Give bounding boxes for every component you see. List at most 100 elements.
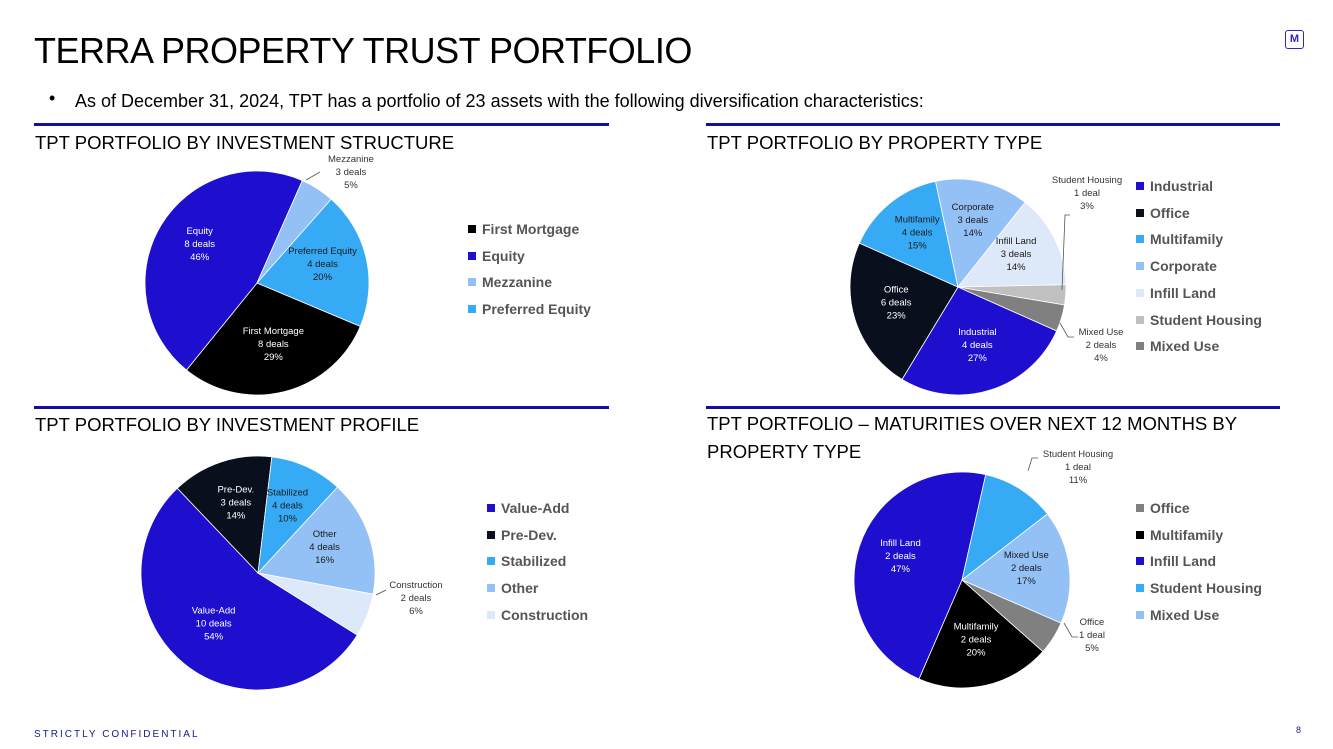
legend-swatch-icon	[468, 225, 476, 233]
data-label-multifamily-pct-label: 15%	[908, 241, 928, 252]
data-label-office-name: Office	[1080, 617, 1105, 628]
section-rule-structure	[34, 123, 609, 126]
legend-label: Infill Land	[1150, 553, 1217, 570]
legend-item-multifamily: Multifamily	[1136, 231, 1223, 247]
legend-swatch-icon	[1136, 182, 1144, 190]
data-label-stabilized-pct-label: 10%	[278, 513, 298, 524]
data-label-mezzanine-name: Mezzanine	[328, 154, 374, 165]
bullet-icon: •	[49, 88, 56, 108]
data-label-multifamily-pct-label: 20%	[967, 647, 987, 658]
legend-item-stabilized: Stabilized	[487, 553, 566, 569]
data-label-corporate-name: Corporate	[952, 202, 994, 213]
data-label-office-pct-label: 5%	[1085, 643, 1099, 654]
data-label-other-deals: 4 deals	[309, 542, 340, 553]
data-label-mixed-use-pct-label: 17%	[1017, 576, 1037, 587]
data-label-stabilized-name: Stabilized	[267, 487, 308, 498]
section-title-maturities: TPT PORTFOLIO – MATURITIES OVER NEXT 12 …	[707, 413, 1237, 462]
data-label-pre-dev-name: Pre-Dev.	[217, 484, 254, 495]
data-label-value-add-deals: 10 deals	[196, 618, 232, 629]
data-label-equity-deals: 8 deals	[184, 239, 215, 250]
legend-swatch-icon	[1136, 288, 1144, 297]
pie-slice-infill-land	[853, 471, 987, 680]
data-label-infill-land-pct-label: 14%	[1007, 262, 1027, 273]
pie-slice-office	[849, 242, 959, 380]
pie-slice-equity	[144, 170, 303, 371]
legend-item-mezzanine: Mezzanine	[468, 274, 552, 290]
legend-label: Stabilized	[501, 553, 567, 570]
legend-label: Corporate	[1150, 258, 1217, 275]
data-label-mixed-use-pct-label: 4%	[1094, 353, 1108, 364]
data-label-mixed-use-name: Mixed Use	[1004, 550, 1049, 561]
legend-swatch-icon	[468, 251, 476, 260]
legend-item-office: Office	[1136, 205, 1190, 221]
data-label-first-mortgage-deals: 8 deals	[258, 339, 289, 350]
legend-item-industrial: Industrial	[1136, 178, 1213, 194]
confidential-footer: STRICTLY CONFIDENTIAL	[34, 729, 200, 740]
data-label-industrial-deals: 4 deals	[962, 340, 993, 351]
legend-item-first-mortgage: First Mortgage	[468, 221, 579, 237]
legend-label: Mezzanine	[482, 274, 553, 291]
data-label-mixed-use-name: Mixed Use	[1079, 327, 1124, 338]
leader-line-student-housing	[1027, 457, 1038, 472]
bullet-text: As of December 31, 2024, TPT has a portf…	[75, 91, 924, 111]
data-label-preferred-equity-deals: 4 deals	[307, 259, 338, 270]
pie-chart-investment-profile: Value-Add 10 deals 54% Pre-Dev. 3 deals 14% St…	[140, 455, 443, 691]
legend-item-pre-dev: Pre-Dev.	[487, 527, 557, 543]
legend-swatch-icon	[1136, 208, 1144, 217]
pie-slice-preferred-equity	[256, 198, 370, 327]
legend-item-student-housing: Student Housing	[1136, 312, 1262, 328]
section-title-profile: TPT PORTFOLIO BY INVESTMENT PROFILE	[35, 414, 420, 435]
leader-line-mezzanine	[305, 171, 321, 181]
data-label-pre-dev-deals: 3 deals	[221, 497, 252, 508]
data-label-value-add-name: Value-Add	[192, 605, 236, 616]
legend-item-preferred-equity: Preferred Equity	[468, 301, 591, 317]
legend-item-multifamily: Multifamily	[1136, 527, 1223, 543]
legend-swatch-icon	[1136, 504, 1144, 512]
data-label-office-name: Office	[884, 284, 909, 295]
legend-label: Construction	[501, 606, 589, 623]
data-label-office-pct-label: 23%	[887, 310, 907, 321]
legend-label: Mixed Use	[1150, 338, 1220, 355]
data-label-student-housing-deals: 1 deal	[1074, 188, 1100, 199]
data-label-infill-land-name: Infill Land	[996, 236, 1037, 247]
legend-label: Other	[501, 580, 539, 597]
pie-slice-other	[257, 486, 376, 595]
data-label-infill-land-deals: 2 deals	[885, 551, 916, 562]
section-title-structure: TPT PORTFOLIO BY INVESTMENT STRUCTURE	[35, 132, 455, 153]
legend-label: Preferred Equity	[482, 301, 591, 318]
legend-swatch-icon	[487, 557, 495, 566]
legend-label: Infill Land	[1150, 284, 1217, 301]
data-label-construction-pct-label: 6%	[409, 606, 423, 617]
legend-swatch-icon	[1136, 557, 1144, 566]
data-label-industrial-pct-label: 27%	[968, 353, 988, 364]
pie-slice-pre-dev	[176, 455, 273, 574]
data-label-office-deals: 1 deal	[1079, 630, 1105, 641]
legend-label: Pre-Dev.	[501, 526, 557, 543]
logo-icon: M	[1285, 30, 1304, 49]
pie-slice-stabilized	[257, 456, 339, 575]
legend-swatch-icon	[487, 530, 495, 539]
data-label-pre-dev-pct-label: 14%	[226, 510, 246, 521]
legend-swatch-icon	[487, 584, 495, 593]
data-label-mixed-use-deals: 2 deals	[1086, 340, 1117, 351]
leader-line-mixed-use	[1059, 322, 1074, 338]
data-label-student-housing-pct-label: 11%	[1069, 475, 1088, 486]
data-label-student-housing-name: Student Housing	[1043, 449, 1113, 460]
pie-slice-infill-land	[957, 201, 1067, 288]
data-label-multifamily-name: Multifamily	[954, 621, 999, 632]
legend-label: Student Housing	[1150, 580, 1262, 597]
legend-label: First Mortgage	[482, 221, 580, 237]
data-label-stabilized-deals: 4 deals	[272, 500, 303, 511]
legend-label: Mixed Use	[1150, 606, 1220, 623]
legend-swatch-icon	[1136, 235, 1144, 244]
section-rule-property-type	[706, 123, 1280, 126]
data-label-preferred-equity-pct-label: 20%	[313, 272, 333, 283]
pie-chart-investment-structure: First Mortgage 8 deals 29% Equity 8 deals 46%…	[144, 154, 374, 396]
legend-label: Office	[1150, 204, 1190, 221]
data-label-preferred-equity-name: Preferred Equity	[288, 246, 357, 257]
pie-slice-multifamily	[918, 579, 1044, 689]
data-label-value-add-pct-label: 54%	[204, 631, 224, 642]
data-label-student-housing-deals: 1 deal	[1065, 462, 1091, 473]
data-label-mezzanine-pct-label: 5%	[344, 180, 358, 191]
legend-item-infill-land: Infill Land	[1136, 285, 1216, 301]
